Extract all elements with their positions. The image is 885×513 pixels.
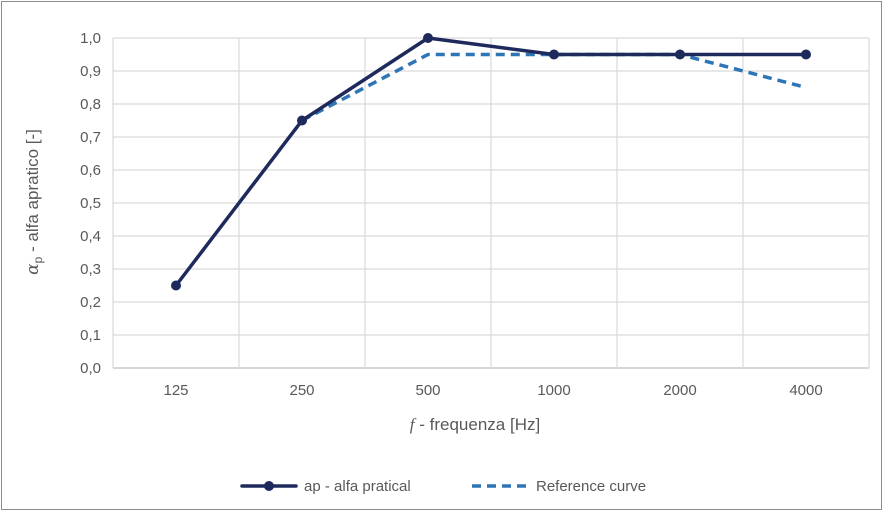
y-tick-label: 1,0: [80, 30, 101, 47]
data-point-marker: [675, 49, 685, 60]
series-line-reference-curve: [301, 52, 807, 123]
x-tick-label: 125: [163, 382, 188, 399]
y-axis-title-subscript: p: [31, 256, 45, 263]
series-line-ap-alfa-pratical: [174, 36, 808, 288]
y-tick-label: 0,7: [80, 129, 101, 146]
x-tick-label: 250: [289, 382, 314, 399]
x-axis-title: f - frequenza [Hz]: [410, 415, 540, 434]
y-axis-title-text: - alfa apratico [-]: [23, 129, 42, 257]
data-point-marker: [171, 280, 181, 291]
y-tick-label: 0,4: [80, 228, 101, 245]
y-tick-label: 0,0: [80, 360, 101, 377]
y-tick-label: 0,2: [80, 294, 101, 311]
y-tick-label: 0,1: [80, 327, 101, 344]
legend-label-ap-alfa-pratical: ap - alfa pratical: [304, 478, 411, 495]
legend-label-reference-curve: Reference curve: [536, 478, 646, 495]
x-axis-title-symbol: f: [410, 415, 417, 434]
data-point-marker: [423, 33, 433, 43]
x-axis-title-text: - frequenza [Hz]: [415, 415, 541, 434]
x-tick-label: 4000: [789, 382, 822, 399]
legend-marker-ap-alfa-pratical: [264, 481, 274, 491]
legend: ap - alfa pratical Reference curve: [240, 478, 646, 495]
y-tick-label: 0,5: [80, 195, 101, 212]
y-axis-tick-labels: 0,0 0,1 0,2 0,3 0,4 0,5 0,6 0,7 0,8 0,9 1,0: [80, 30, 101, 377]
y-tick-label: 0,8: [80, 96, 101, 113]
y-tick-label: 0,9: [80, 63, 101, 80]
x-tick-label: 2000: [663, 382, 696, 399]
y-tick-label: 0,6: [80, 162, 101, 179]
y-axis-title: αp - alfa apratico [-]: [23, 129, 45, 275]
x-tick-label: 1000: [537, 382, 570, 399]
gridlines: [112, 37, 870, 369]
series-layer: [171, 33, 811, 291]
data-point-marker: [549, 49, 559, 60]
x-tick-label: 500: [415, 382, 440, 399]
x-axis-tick-labels: 125 250 500 1000 2000 4000: [163, 382, 822, 399]
y-axis-title-symbol: α: [23, 263, 43, 275]
data-point-marker: [297, 115, 307, 126]
y-tick-label: 0,3: [80, 261, 101, 278]
data-point-marker: [801, 49, 811, 60]
